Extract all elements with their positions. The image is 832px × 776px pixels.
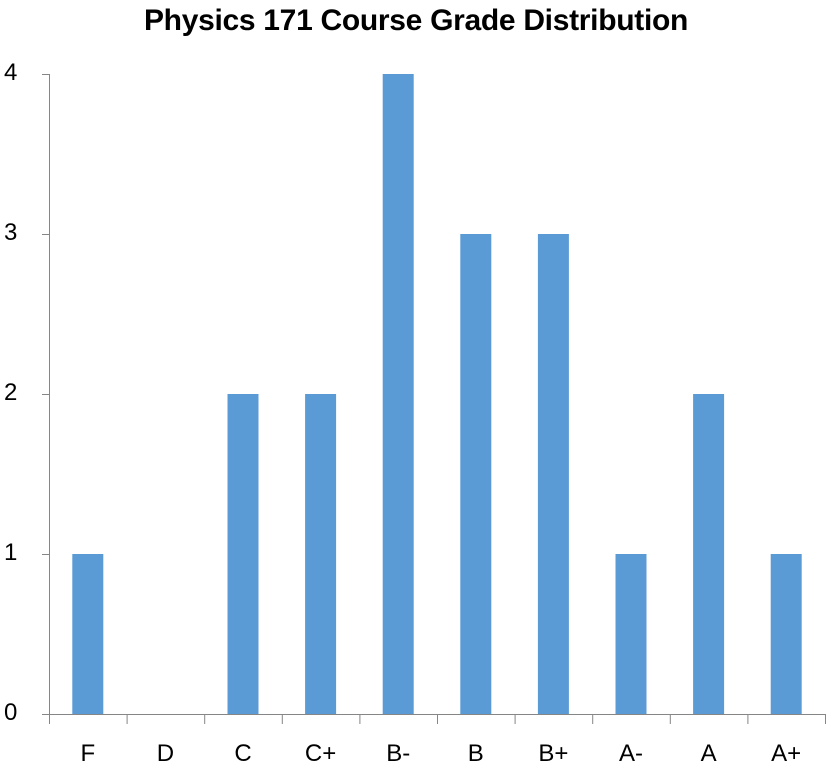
bar-C: [227, 394, 259, 714]
bar-B: [460, 234, 492, 714]
x-tick-label: A+: [771, 740, 802, 767]
x-tick-label: A-: [619, 740, 643, 767]
x-tick-label: B: [467, 740, 484, 767]
x-tick-label: F: [80, 740, 96, 767]
x-tick-label: D: [156, 740, 175, 767]
bar-C+: [305, 394, 337, 714]
bar-F: [72, 554, 104, 714]
x-tick-label: B+: [538, 740, 569, 767]
y-tick-label: 3: [4, 218, 18, 246]
x-tick-label: A: [700, 740, 717, 767]
chart-title: Physics 171 Course Grade Distribution: [143, 4, 689, 37]
y-tick-label: 1: [4, 538, 18, 566]
y-tick-label: 2: [4, 378, 18, 406]
y-tick-label: 0: [4, 698, 18, 726]
x-tick-label: C: [234, 740, 252, 767]
bar-B-: [382, 74, 414, 714]
bar-A-: [615, 554, 647, 714]
x-tick-label: B-: [386, 740, 411, 767]
bar-B+: [537, 234, 569, 714]
x-tick-label: C+: [304, 740, 337, 767]
bar-A+: [770, 554, 802, 714]
y-tick-label: 4: [4, 58, 18, 86]
bar-A: [693, 394, 725, 714]
